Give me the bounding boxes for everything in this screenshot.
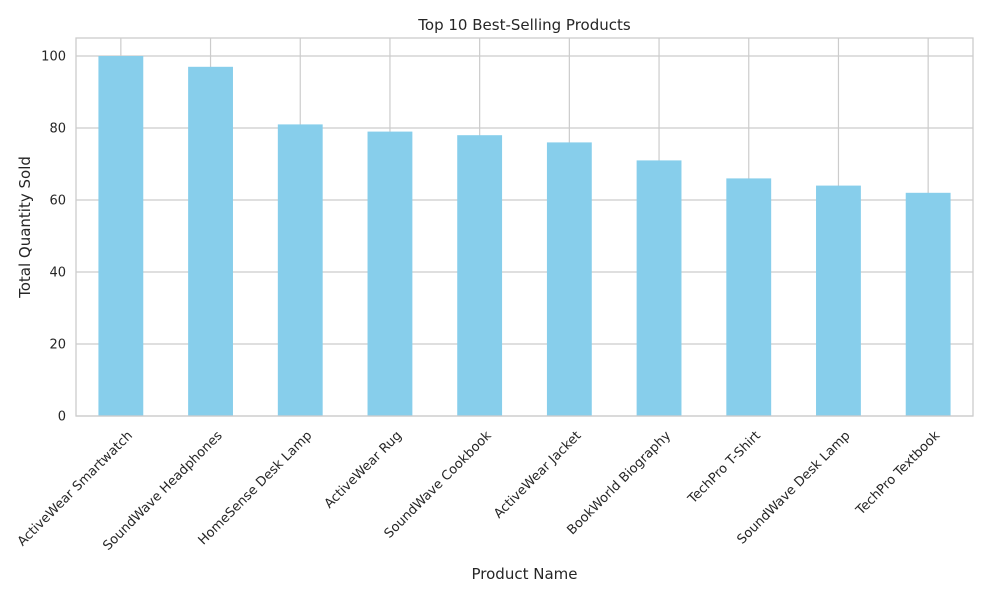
y-tick-label: 20: [49, 338, 66, 353]
bar: [457, 135, 503, 416]
x-tick-label: ActiveWear Jacket: [491, 428, 584, 521]
bar: [188, 66, 233, 417]
bar: [726, 178, 772, 416]
x-axis-title: Product Name: [472, 565, 578, 583]
y-tick-label: 60: [49, 194, 66, 209]
bar: [277, 124, 323, 417]
y-tick-label: 0: [58, 410, 66, 425]
y-axis-title: Total Quantity Sold: [16, 156, 34, 299]
x-tick-label: BookWorld Biography: [565, 428, 675, 538]
y-tick-label: 40: [49, 266, 66, 281]
bar: [636, 160, 682, 416]
bars-layer: [98, 56, 951, 417]
y-tick-label: 100: [41, 50, 66, 65]
plot-frame: [75, 37, 974, 417]
x-tick-label: TechPro T-Shirt: [685, 428, 764, 507]
x-tick-label: TechPro Textbook: [853, 428, 944, 519]
chart-title: Top 10 Best-Selling Products: [417, 16, 631, 34]
bar: [367, 131, 413, 416]
x-tick-label: ActiveWear Rug: [322, 428, 405, 511]
y-tick-label: 80: [49, 122, 66, 137]
bar: [816, 185, 861, 416]
y-tick-labels: 0 20 40 60 80 100: [41, 50, 66, 425]
bar: [98, 56, 144, 416]
bar: [905, 192, 951, 416]
bar: [546, 142, 592, 416]
